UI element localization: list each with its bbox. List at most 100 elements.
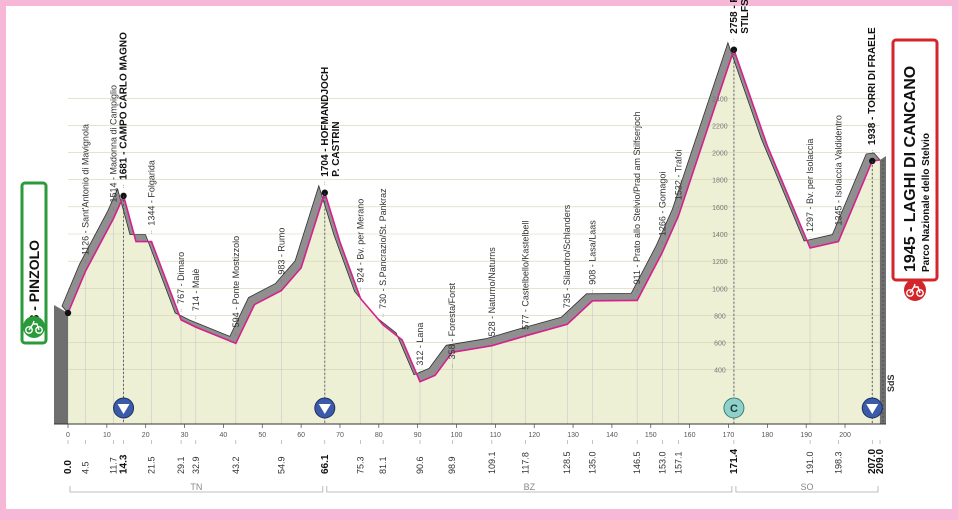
summit-label: 1704 - HOFMANDJOCH	[320, 67, 331, 177]
kom-marker-arrow	[866, 404, 879, 414]
km-tick-label: 160	[684, 432, 696, 439]
region-label: BZ	[524, 482, 536, 492]
distance-label: 157.1	[673, 451, 683, 474]
distance-label: 81.1	[378, 456, 388, 474]
distance-label: 146.5	[632, 451, 642, 474]
start-wall	[54, 304, 68, 424]
elevation-tick-label: 1200	[712, 259, 728, 266]
km-tick-label: 60	[297, 432, 305, 439]
profile-line	[67, 47, 881, 383]
km-tick-label: 200	[839, 432, 851, 439]
plot-background	[68, 49, 880, 424]
summit-label: 1681 - CAMPO CARLO MAGNO	[119, 32, 130, 180]
cima-coppi-label: C	[730, 403, 738, 415]
distance-label: 171.4	[729, 449, 740, 474]
distance-label: 117.8	[521, 452, 531, 474]
distance-label: 75.3	[356, 456, 366, 474]
bike-start-icon	[23, 316, 45, 338]
waypoint-label: 594 - Ponte Mostizzolo	[231, 236, 241, 328]
km-tick-label: 40	[220, 432, 228, 439]
km-tick-label: 170	[723, 432, 735, 439]
waypoint-label: 1345 - Isolaccia Valdidentro	[833, 115, 843, 225]
km-tick-label: 120	[528, 432, 540, 439]
km-tick-label: 70	[336, 432, 344, 439]
summit-label-secondary: P. CASTRIN	[331, 121, 342, 176]
start-badge-frame	[20, 181, 48, 345]
distance-label: 0.0	[63, 460, 74, 474]
finish-subtitle: Parco Nazionale dello Stelvio	[921, 133, 932, 272]
km-tick-label: 0	[66, 432, 70, 439]
sprint-label: SdS	[886, 374, 896, 392]
summit-label: 2758 - P.D.STELVIO	[729, 0, 740, 34]
distance-label: 4.5	[80, 461, 90, 474]
kom-marker-arrow	[318, 404, 331, 414]
summit-label-secondary: STILFSERJOCH	[740, 0, 751, 34]
waypoint-label: 312 - Lana	[415, 323, 425, 366]
distance-label: 198.3	[833, 451, 843, 474]
kom-marker-arrow	[117, 404, 130, 414]
distance-label: 98.9	[447, 456, 457, 474]
summit-label: 1938 - TORRI DI FRAELE	[867, 27, 878, 145]
waypoint-label: 735 - Silandro/Schlanders	[562, 204, 572, 308]
elevation-tick-label: 1800	[712, 178, 728, 185]
bike-finish-icon	[904, 279, 926, 301]
region-brackets: TN BZ SO	[69, 482, 879, 493]
waypoint-label: 924 - Bv. per Merano	[356, 199, 366, 283]
km-tick-label: 20	[142, 432, 150, 439]
region-label: TN	[190, 482, 202, 492]
waypoint-label: 1126 - Sant'Antonio di Mavignola	[80, 124, 90, 255]
distance-label: 135.0	[587, 451, 597, 474]
start-name: 818 - PINZOLO	[26, 240, 42, 338]
waypoint-label: 528 - Naturno/Naturns	[487, 247, 497, 337]
elevation-labels: 400 600 800 1000 1200 1400 1600 1800 2000 2200 240…	[712, 96, 728, 374]
waypoint-label: 714 - Malè	[191, 269, 201, 312]
km-tick-label: 190	[800, 432, 812, 439]
distance-label: 128.5	[562, 451, 572, 474]
distance-label: 32.9	[191, 456, 201, 474]
km-tick-label: 50	[258, 432, 266, 439]
finish-name: 1945 - LAGHI DI CANCANO	[902, 66, 919, 272]
elevation-tick-label: 800	[714, 313, 726, 320]
waypoint-label: 1514 - Madonna di Campiglio	[108, 85, 118, 203]
distance-label: 54.9	[276, 456, 286, 474]
km-tick-label: 180	[761, 432, 773, 439]
km-tick-label: 150	[645, 432, 657, 439]
waypoint-labels: 1126 - Sant'Antonio di Mavignola 1514 - M…	[64, 0, 878, 374]
km-tick-label: 90	[414, 432, 422, 439]
elevation-tick-label: 1400	[712, 232, 728, 239]
waypoint-label: 767 - Dimaro	[176, 252, 186, 304]
km-tick-label: 10	[103, 432, 111, 439]
waypoint-label: 730 - S.Pancrazio/St. Pankraz	[378, 188, 388, 309]
elevation-tick-label: 2200	[712, 123, 728, 130]
waypoint-label: 577 - Castelbello/Kastelbell	[521, 221, 531, 330]
distance-axis: 0 10 20 30 40 50 60 70 80 90 100 110 120 130 140 150 160…	[63, 424, 886, 474]
distance-label: 153.0	[657, 451, 667, 474]
elevation-tick-label: 400	[714, 368, 726, 375]
waypoint-label: 1344 - Folgarida	[147, 160, 157, 226]
region-bracket	[69, 486, 324, 493]
distance-label: 14.3	[119, 454, 130, 474]
km-tick-label: 110	[490, 432, 501, 439]
distance-label: 109.1	[487, 451, 497, 474]
distance-label: 43.2	[231, 456, 241, 474]
elevation-tick-label: 2000	[712, 151, 728, 158]
start-point	[64, 309, 72, 317]
km-tick-label: 130	[567, 432, 579, 439]
km-tick-label: 30	[181, 432, 189, 439]
distance-label: 66.1	[320, 454, 331, 474]
waypoint-label: 911 - Prato allo Stelvio/Prad am Stilfse…	[632, 111, 642, 284]
waypoint-label: 908 - Lasa/Laas	[587, 220, 597, 285]
elevation-tick-label: 600	[714, 341, 726, 348]
waypoint-label: 1266 - Gomagoi	[657, 172, 667, 237]
start-icon	[23, 316, 45, 338]
distance-label: 209.0	[875, 449, 886, 474]
km-tick-label: 140	[606, 432, 618, 439]
distance-label: 191.0	[805, 451, 815, 474]
distance-label: 90.6	[415, 456, 425, 474]
cima-coppi-marker	[723, 397, 745, 419]
elevation-tick-label: 1000	[712, 286, 728, 293]
waypoint-label: 358 - Foresta/Forst	[447, 282, 457, 359]
km-tick-label: 80	[375, 432, 383, 439]
